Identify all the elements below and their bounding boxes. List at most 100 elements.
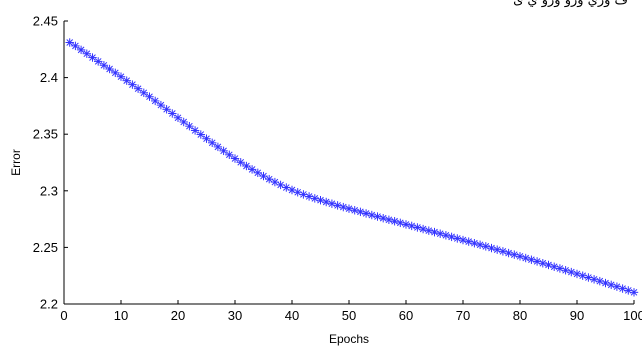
data-point [168,109,177,118]
y-tick-label: 2.45 [33,14,58,29]
data-point [618,284,627,293]
data-point [156,100,166,110]
data-point [464,237,473,246]
data-point [413,223,422,232]
data-point [396,218,405,228]
data-point [339,202,348,212]
data-point [139,88,148,97]
data-point [236,158,245,167]
data-point [71,41,80,51]
data-point [561,266,570,275]
data-point [242,161,251,171]
data-point [327,199,337,208]
data-point [470,239,479,248]
data-point [373,212,382,221]
data-point [219,146,228,156]
data-point [88,53,97,62]
y-tick-label: 2.35 [33,127,58,142]
data-point [333,201,342,210]
data-point [481,242,490,251]
data-point [458,235,468,245]
x-tick-label: 20 [171,308,185,323]
header-text: ف ‌وري‌ ‌ورو ‌ورو ي ی [513,0,628,8]
data-point [578,271,587,280]
data-point [407,221,416,231]
data-point [105,64,114,74]
y-tick-label: 2.3 [40,183,58,198]
data-point [116,72,126,81]
data-point [510,250,519,259]
data-point [436,229,445,238]
data-point [202,134,211,143]
data-point [361,209,371,218]
data-point [555,264,565,273]
data-point [322,197,331,207]
y-axis-title: Error [9,149,23,176]
data-point [208,138,217,148]
data-point [94,57,103,66]
data-point [367,210,376,220]
data-point [521,253,530,263]
data-point [379,213,388,223]
x-tick-label: 0 [60,308,67,323]
data-point [629,288,639,297]
x-tick-label: 10 [114,308,128,323]
data-point [601,278,610,288]
data-point [230,154,240,163]
data-point [344,204,354,213]
data-point [584,273,593,282]
x-tick-label: 100 [623,308,642,323]
data-point [145,92,154,101]
data-point [430,227,439,237]
data-point [612,282,622,291]
data-point [122,76,131,85]
data-point [247,165,257,174]
data-point [304,192,314,201]
data-point [316,195,325,205]
data-point [299,190,308,199]
y-tick-label: 2.2 [40,297,58,312]
data-point [133,84,143,93]
data-point [185,121,194,131]
data-point [196,130,205,139]
data-point [504,248,513,258]
data-point [225,150,234,160]
data-point [173,113,183,122]
data-point [538,259,547,268]
x-axis-title: Epochs [329,332,369,346]
x-tick-label: 90 [570,308,584,323]
data-point [310,194,319,203]
data-point [527,255,536,264]
data-point [401,220,411,229]
data-point [179,117,188,127]
x-tick-label: 60 [399,308,413,323]
data-point [589,275,599,284]
data-point [567,267,576,277]
y-tick-label: 2.4 [40,70,58,85]
plot-area [65,38,639,297]
x-tick-label: 50 [342,308,356,323]
data-point [424,226,433,235]
data-point [441,231,451,240]
data-point [453,234,462,243]
data-point [190,126,200,135]
axes: 0 10 20 30 40 50 60 70 80 90 100 2.2 2.25 2.3 2.35 2.4 2… [33,14,642,324]
data-point [128,80,137,89]
data-point [384,215,394,224]
data-point [624,286,633,295]
data-point [76,45,86,55]
data-point [82,49,91,58]
data-point [493,245,502,254]
data-point [162,105,171,114]
data-point [259,171,268,181]
x-tick-label: 40 [285,308,299,323]
data-point [475,240,485,249]
data-point [65,38,74,47]
data-point [418,224,428,234]
data-point [390,217,399,226]
data-point [447,232,456,242]
y-tick-label: 2.25 [33,240,58,255]
x-tick-label: 70 [456,308,470,323]
x-tick-label: 30 [228,308,242,323]
